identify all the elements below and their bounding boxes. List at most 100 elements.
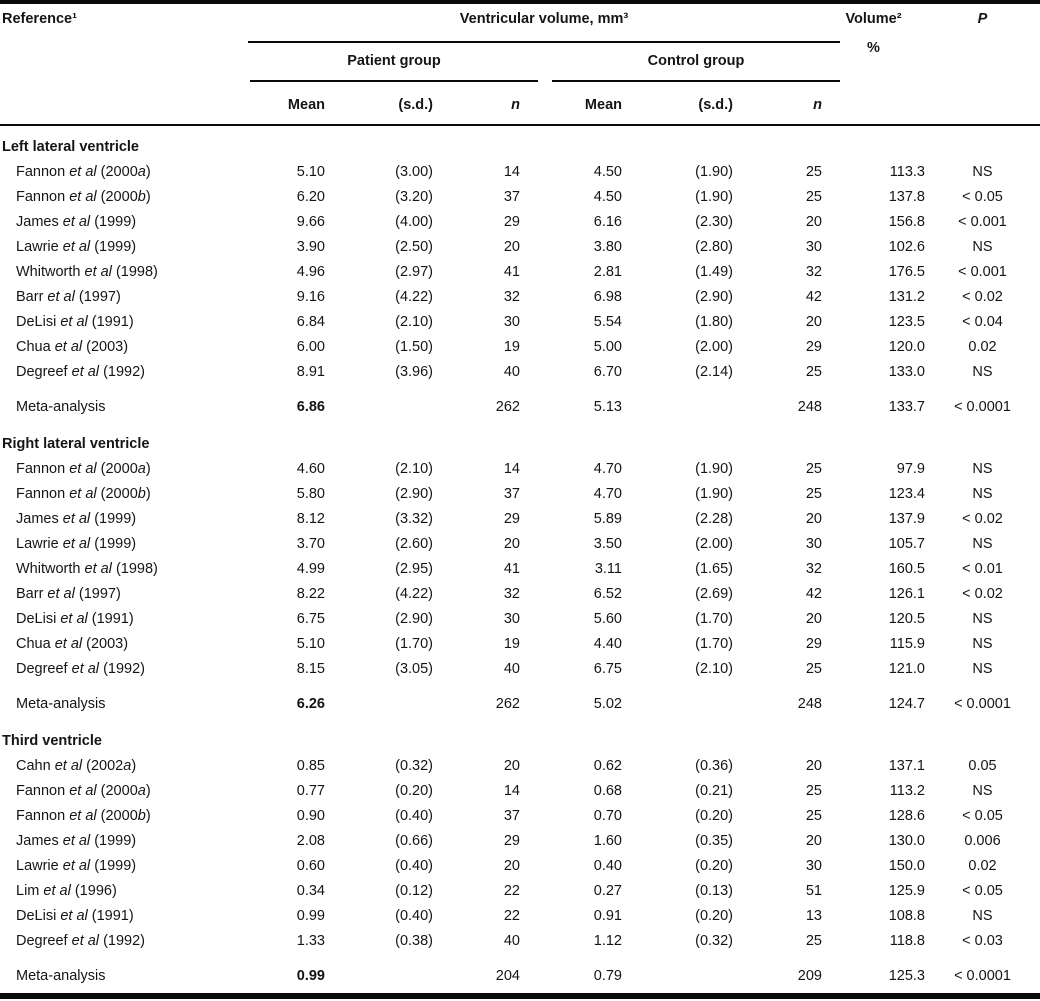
cell-patient-mean: 4.60 xyxy=(296,461,325,477)
cell-control-mean: 4.70 xyxy=(593,486,622,502)
cell-control-n: 29 xyxy=(805,339,822,355)
cell-control-sd: (1.90) xyxy=(695,461,733,477)
cell-control-n: 25 xyxy=(805,661,822,677)
cell-patient-n: 20 xyxy=(503,536,520,552)
cell-volume-percent: 123.5 xyxy=(888,314,925,330)
cell-control-mean: 3.80 xyxy=(593,239,622,255)
cell-volume-percent: 102.6 xyxy=(888,239,925,255)
cell-reference: Fannon et al (2000a) xyxy=(16,164,151,180)
cell-patient-mean: 0.99 xyxy=(296,968,325,984)
cell-p-value: < 0.02 xyxy=(962,511,1003,527)
cell-control-sd: (0.35) xyxy=(695,833,733,849)
cell-control-n: 25 xyxy=(805,783,822,799)
cell-p-value: 0.05 xyxy=(968,758,997,774)
cell-patient-mean: 0.77 xyxy=(296,783,325,799)
cell-patient-n: 29 xyxy=(503,214,520,230)
cell-patient-mean: 2.08 xyxy=(296,833,325,849)
cell-control-n: 42 xyxy=(805,289,822,305)
rule-under-control-group xyxy=(552,80,840,82)
cell-volume-percent: 156.8 xyxy=(888,214,925,230)
cell-reference: Lawrie et al (1999) xyxy=(16,536,137,552)
cell-patient-mean: 0.90 xyxy=(296,808,325,824)
rule-under-header xyxy=(0,124,1040,126)
cell-patient-n: 14 xyxy=(503,783,520,799)
meta-analysis-row: Meta-analysis 0.99 204 0.79 209 125.3 < 0.0001 xyxy=(0,954,1040,989)
cell-p-value: < 0.05 xyxy=(962,808,1003,824)
cell-p-value: < 0.0001 xyxy=(954,696,1011,712)
rule-under-span-header xyxy=(248,41,840,43)
cell-control-sd: (0.20) xyxy=(695,908,733,924)
cell-reference: Lim et al (1996) xyxy=(16,883,117,899)
cell-control-mean: 4.50 xyxy=(593,164,622,180)
cell-p-value: NS xyxy=(972,908,993,924)
study-row: Lawrie et al (1999) 0.60 (0.40) 20 0.40 (0.20… xyxy=(0,854,1040,879)
cell-patient-n: 37 xyxy=(503,486,520,502)
cell-p-value: < 0.04 xyxy=(962,314,1003,330)
cell-volume-percent: 123.4 xyxy=(888,486,925,502)
study-row: Fannon et al (2000a) 4.60 (2.10) 14 4.70 (1.9… xyxy=(0,457,1040,482)
cell-control-mean: 5.89 xyxy=(593,511,622,527)
cell-reference: DeLisi et al (1991) xyxy=(16,908,134,924)
cell-reference: James et al (1999) xyxy=(16,833,137,849)
cell-control-n: 20 xyxy=(805,214,822,230)
cell-control-n: 209 xyxy=(797,968,822,984)
cell-reference: Fannon et al (2000b) xyxy=(16,486,151,502)
cell-patient-sd: (2.10) xyxy=(395,314,433,330)
empty-p-header-cell xyxy=(925,93,1040,118)
cell-patient-sd: (0.20) xyxy=(395,783,433,799)
cell-patient-sd: (2.10) xyxy=(395,461,433,477)
cell-control-sd: (1.70) xyxy=(695,611,733,627)
cell-p-value: NS xyxy=(972,611,993,627)
cell-patient-mean: 5.80 xyxy=(296,486,325,502)
cell-patient-mean: 8.12 xyxy=(296,511,325,527)
cell-control-mean: 0.70 xyxy=(593,808,622,824)
meta-analysis-row: Meta-analysis 6.26 262 5.02 248 124.7 < 0.0001 xyxy=(0,682,1040,717)
cell-patient-sd: (2.95) xyxy=(395,561,433,577)
cell-reference: Fannon et al (2000b) xyxy=(16,189,151,205)
cell-control-n: 30 xyxy=(805,239,822,255)
cell-patient-n: 14 xyxy=(503,164,520,180)
cell-patient-sd: (0.40) xyxy=(395,858,433,874)
cell-patient-sd: (2.90) xyxy=(395,486,433,502)
cell-reference: James et al (1999) xyxy=(16,214,137,230)
cell-p-value: 0.02 xyxy=(968,858,997,874)
cell-volume-percent: 126.1 xyxy=(888,586,925,602)
cell-patient-mean: 8.15 xyxy=(296,661,325,677)
cell-patient-n: 40 xyxy=(503,364,520,380)
cell-p-value: NS xyxy=(972,164,993,180)
cell-reference: Degreef et al (1992) xyxy=(16,661,145,677)
cell-control-sd: (2.00) xyxy=(695,536,733,552)
section-title-row: Left lateral ventricle xyxy=(0,126,1040,160)
cell-volume-percent: 160.5 xyxy=(888,561,925,577)
cell-volume-percent: 121.0 xyxy=(888,661,925,677)
cell-patient-n: 32 xyxy=(503,289,520,305)
cell-patient-mean: 4.96 xyxy=(296,264,325,280)
cell-reference: Meta-analysis xyxy=(16,399,106,415)
cell-volume-percent: 115.9 xyxy=(889,636,925,652)
cell-patient-n: 32 xyxy=(503,586,520,602)
cell-volume-percent: 137.9 xyxy=(888,511,925,527)
cell-patient-mean: 9.16 xyxy=(296,289,325,305)
cell-patient-sd: (4.22) xyxy=(395,586,433,602)
cell-patient-mean: 1.33 xyxy=(296,933,325,949)
cell-patient-sd: (0.32) xyxy=(395,758,433,774)
cell-control-n: 25 xyxy=(805,808,822,824)
study-row: Barr et al (1997) 9.16 (4.22) 32 6.98 (2.90) 4… xyxy=(0,285,1040,310)
patient-sd-header: (s.d.) xyxy=(398,97,433,113)
cell-patient-sd: (0.38) xyxy=(395,933,433,949)
cell-p-value: NS xyxy=(972,239,993,255)
cell-patient-sd: (2.97) xyxy=(395,264,433,280)
study-row: Whitworth et al (1998) 4.96 (2.97) 41 2.81 (1… xyxy=(0,260,1040,285)
patient-mean-header: Mean xyxy=(287,97,325,113)
cell-patient-sd: (2.50) xyxy=(395,239,433,255)
study-row: Fannon et al (2000b) 5.80 (2.90) 37 4.70 (1.9… xyxy=(0,482,1040,507)
cell-control-n: 29 xyxy=(805,636,822,652)
cell-control-sd: (1.90) xyxy=(695,486,733,502)
cell-reference: Barr et al (1997) xyxy=(16,289,121,305)
cell-p-value: 0.006 xyxy=(964,833,1001,849)
cell-patient-n: 19 xyxy=(503,339,520,355)
cell-control-sd: (2.00) xyxy=(695,339,733,355)
cell-reference: Degreef et al (1992) xyxy=(16,364,145,380)
control-group-header: Control group xyxy=(647,53,745,69)
cell-volume-percent: 105.7 xyxy=(888,536,925,552)
